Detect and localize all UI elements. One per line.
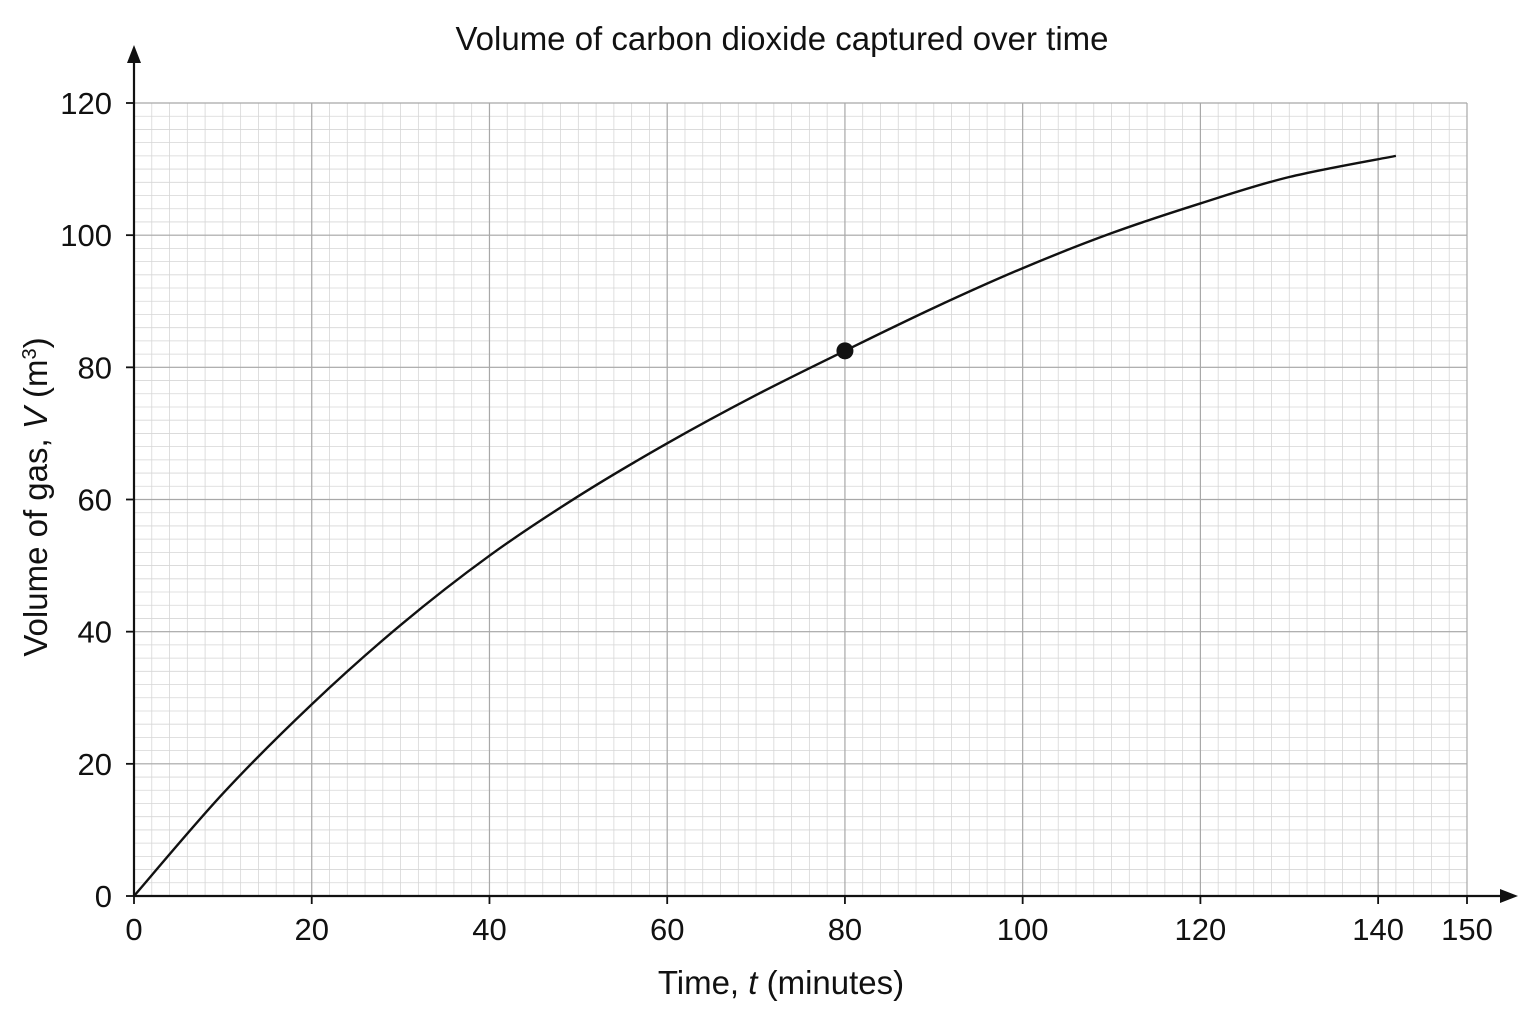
y-axis-label-superscript: 3 — [19, 348, 41, 359]
x-tick-label: 140 — [1352, 912, 1404, 947]
x-axis-label-prefix: Time, — [658, 964, 748, 1001]
x-axis-label: Time, t (minutes) — [658, 964, 904, 1001]
axes — [127, 45, 1518, 903]
chart-title: Volume of carbon dioxide captured over t… — [455, 20, 1108, 57]
x-axis-label-variable: t — [748, 964, 759, 1001]
series-line — [133, 154, 1397, 897]
data-point-marker — [836, 342, 854, 360]
y-axis-arrow-icon — [127, 45, 141, 63]
y-axis-label-variable: V — [17, 404, 54, 429]
x-tick-label: 0 — [125, 912, 142, 947]
x-tick-label: 20 — [294, 912, 328, 947]
y-tick-label: 80 — [78, 350, 112, 385]
x-tick-label: 60 — [650, 912, 684, 947]
y-tick-label: 0 — [95, 879, 112, 914]
y-axis-label-close: ) — [17, 337, 54, 348]
y-axis-label-prefix: Volume of gas, — [17, 429, 54, 656]
grid — [133, 102, 1468, 897]
y-tick-label: 20 — [78, 747, 112, 782]
y-tick-label: 120 — [60, 86, 112, 121]
y-tick-label: 100 — [60, 218, 112, 253]
tick-labels: 0 20 40 60 80 100 120 140 150 0 20 40 60 80 100 120 — [60, 86, 1493, 947]
x-tick-label: 80 — [828, 912, 862, 947]
y-tick-label: 40 — [78, 615, 112, 650]
x-axis-label-suffix: (minutes) — [757, 964, 904, 1001]
x-tick-label: 100 — [997, 912, 1049, 947]
data-series — [133, 154, 1397, 897]
y-axis-label-suffix: (m — [17, 359, 54, 407]
y-axis-label: Volume of gas, V (m3) — [17, 337, 54, 656]
y-tick-label: 60 — [78, 483, 112, 518]
x-tick-label: 120 — [1175, 912, 1227, 947]
x-tick-label: 40 — [472, 912, 506, 947]
x-axis-arrow-icon — [1500, 889, 1518, 903]
x-tick-label: 150 — [1441, 912, 1493, 947]
